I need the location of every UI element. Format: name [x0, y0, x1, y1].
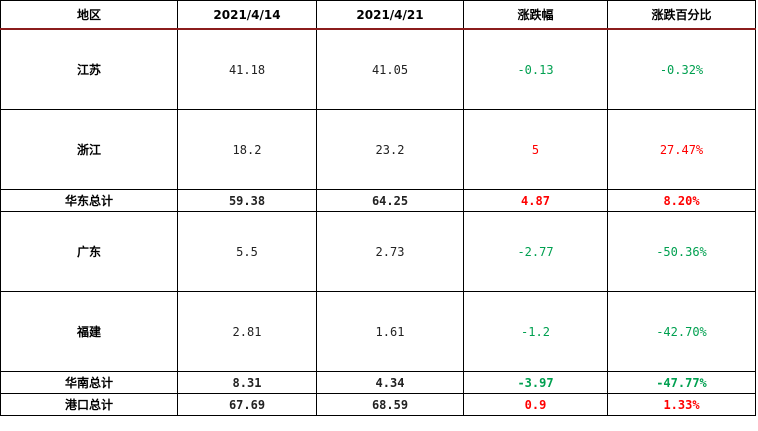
region-cell: 福建 — [0, 291, 178, 372]
value-date-1: 41.18 — [177, 28, 317, 110]
change-value: 0.9 — [463, 393, 608, 416]
table-row: 广东 5.5 2.73 -2.77 -50.36% — [0, 211, 756, 292]
change-value: 5 — [463, 109, 608, 190]
change-percent: -42.70% — [607, 291, 756, 372]
change-percent: 27.47% — [607, 109, 756, 190]
header-change: 涨跌幅 — [463, 0, 608, 30]
region-cell: 华南总计 — [0, 371, 178, 394]
value-date-1: 8.31 — [177, 371, 317, 394]
table-row-total: 华东总计 59.38 64.25 4.87 8.20% — [0, 189, 756, 212]
change-value: -0.13 — [463, 28, 608, 110]
value-date-2: 2.73 — [316, 211, 464, 292]
change-value: 4.87 — [463, 189, 608, 212]
value-date-2: 68.59 — [316, 393, 464, 416]
header-region: 地区 — [0, 0, 178, 30]
change-percent: 1.33% — [607, 393, 756, 416]
change-value: -2.77 — [463, 211, 608, 292]
value-date-2: 1.61 — [316, 291, 464, 372]
header-date-1: 2021/4/14 — [177, 0, 317, 30]
value-date-2: 23.2 — [316, 109, 464, 190]
region-cell: 浙江 — [0, 109, 178, 190]
change-percent: -47.77% — [607, 371, 756, 394]
change-value: -3.97 — [463, 371, 608, 394]
region-cell: 港口总计 — [0, 393, 178, 416]
region-cell: 江苏 — [0, 28, 178, 110]
table-row: 福建 2.81 1.61 -1.2 -42.70% — [0, 291, 756, 372]
value-date-1: 2.81 — [177, 291, 317, 372]
price-table-container: 地区 2021/4/14 2021/4/21 涨跌幅 涨跌百分比 江苏 41.1… — [0, 0, 756, 416]
change-percent: -50.36% — [607, 211, 756, 292]
table-row-total: 港口总计 67.69 68.59 0.9 1.33% — [0, 393, 756, 416]
value-date-1: 18.2 — [177, 109, 317, 190]
region-cell: 广东 — [0, 211, 178, 292]
header-change-percent: 涨跌百分比 — [607, 0, 756, 30]
table-row: 江苏 41.18 41.05 -0.13 -0.32% — [0, 28, 756, 110]
price-change-table: 地区 2021/4/14 2021/4/21 涨跌幅 涨跌百分比 江苏 41.1… — [0, 0, 756, 416]
value-date-2: 41.05 — [316, 28, 464, 110]
change-percent: -0.32% — [607, 28, 756, 110]
value-date-2: 64.25 — [316, 189, 464, 212]
value-date-1: 59.38 — [177, 189, 317, 212]
change-percent: 8.20% — [607, 189, 756, 212]
value-date-2: 4.34 — [316, 371, 464, 394]
table-row: 浙江 18.2 23.2 5 27.47% — [0, 109, 756, 190]
value-date-1: 67.69 — [177, 393, 317, 416]
header-date-2: 2021/4/21 — [316, 0, 464, 30]
value-date-1: 5.5 — [177, 211, 317, 292]
region-cell: 华东总计 — [0, 189, 178, 212]
table-row-total: 华南总计 8.31 4.34 -3.97 -47.77% — [0, 371, 756, 394]
table-header-row: 地区 2021/4/14 2021/4/21 涨跌幅 涨跌百分比 — [0, 0, 756, 30]
change-value: -1.2 — [463, 291, 608, 372]
